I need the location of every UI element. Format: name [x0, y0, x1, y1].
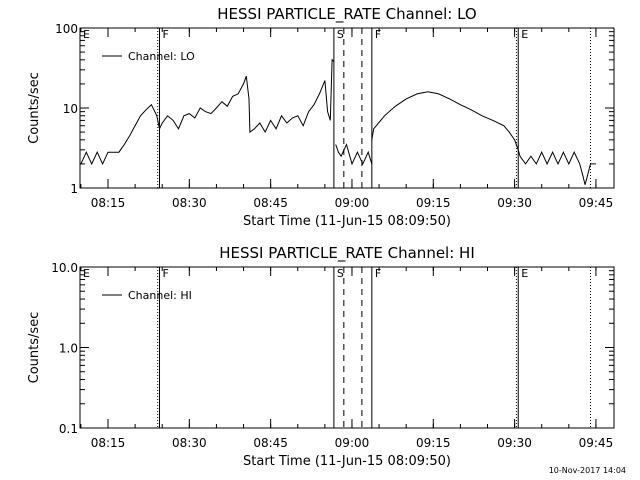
event-marker-label: F: [163, 267, 169, 280]
y-tick-label: 10: [63, 102, 78, 116]
x-tick-label: 08:30: [172, 436, 207, 450]
event-marker-label: E: [521, 28, 528, 41]
x-tick-label: 09:30: [497, 436, 532, 450]
event-marker-label: E: [83, 267, 90, 280]
data-series-line: [371, 91, 596, 185]
chart-title: HESSI PARTICLE_RATE Channel: LO: [217, 5, 476, 24]
chart-title: HESSI PARTICLE_RATE Channel: HI: [219, 244, 475, 263]
event-marker-label: S: [337, 28, 344, 41]
event-marker-label: F: [375, 28, 381, 41]
legend-label: Channel: LO: [128, 50, 195, 63]
legend-label: Channel: HI: [128, 289, 192, 302]
event-marker-label: S: [337, 267, 344, 280]
x-tick-label: 08:45: [253, 196, 288, 210]
x-tick-label: 08:15: [91, 436, 126, 450]
x-tick-label: 09:15: [416, 436, 451, 450]
x-tick-label: 09:30: [497, 196, 532, 210]
x-tick-label: 09:45: [579, 196, 614, 210]
chart-panel-0: HESSI PARTICLE_RATE Channel: LO 1 10 100 08:…: [27, 5, 615, 229]
x-tick-label: 08:15: [91, 196, 126, 210]
x-axis-label: Start Time (11-Jun-15 08:09:50): [243, 454, 451, 469]
y-tick-label: 1.0: [59, 342, 78, 356]
footer-date: 10-Nov-2017 14:04: [549, 466, 626, 475]
x-tick-label: 09:15: [416, 196, 451, 210]
data-series-line: [80, 58, 335, 166]
y-tick-label: 10.0: [51, 261, 78, 275]
chart-panel-1: HESSI PARTICLE_RATE Channel: HI 0.1 1.0 10.…: [27, 244, 615, 469]
x-tick-label: 08:30: [172, 196, 207, 210]
event-marker-label: F: [163, 28, 169, 41]
event-marker-label: F: [375, 267, 381, 280]
y-axis-label: Counts/sec: [27, 312, 42, 384]
x-axis-label: Start Time (11-Jun-15 08:09:50): [243, 214, 451, 229]
y-axis-label: Counts/sec: [27, 72, 42, 144]
y-tick-label: 100: [55, 22, 78, 36]
y-tick-label: 1: [70, 182, 78, 196]
x-tick-label: 09:00: [335, 436, 370, 450]
event-marker-label: E: [521, 267, 528, 280]
x-tick-label: 08:45: [253, 436, 288, 450]
y-tick-label: 0.1: [59, 422, 78, 436]
event-marker-label: E: [83, 28, 90, 41]
data-series-line: [335, 143, 373, 166]
x-tick-label: 09:45: [579, 436, 614, 450]
x-tick-label: 09:00: [335, 196, 370, 210]
